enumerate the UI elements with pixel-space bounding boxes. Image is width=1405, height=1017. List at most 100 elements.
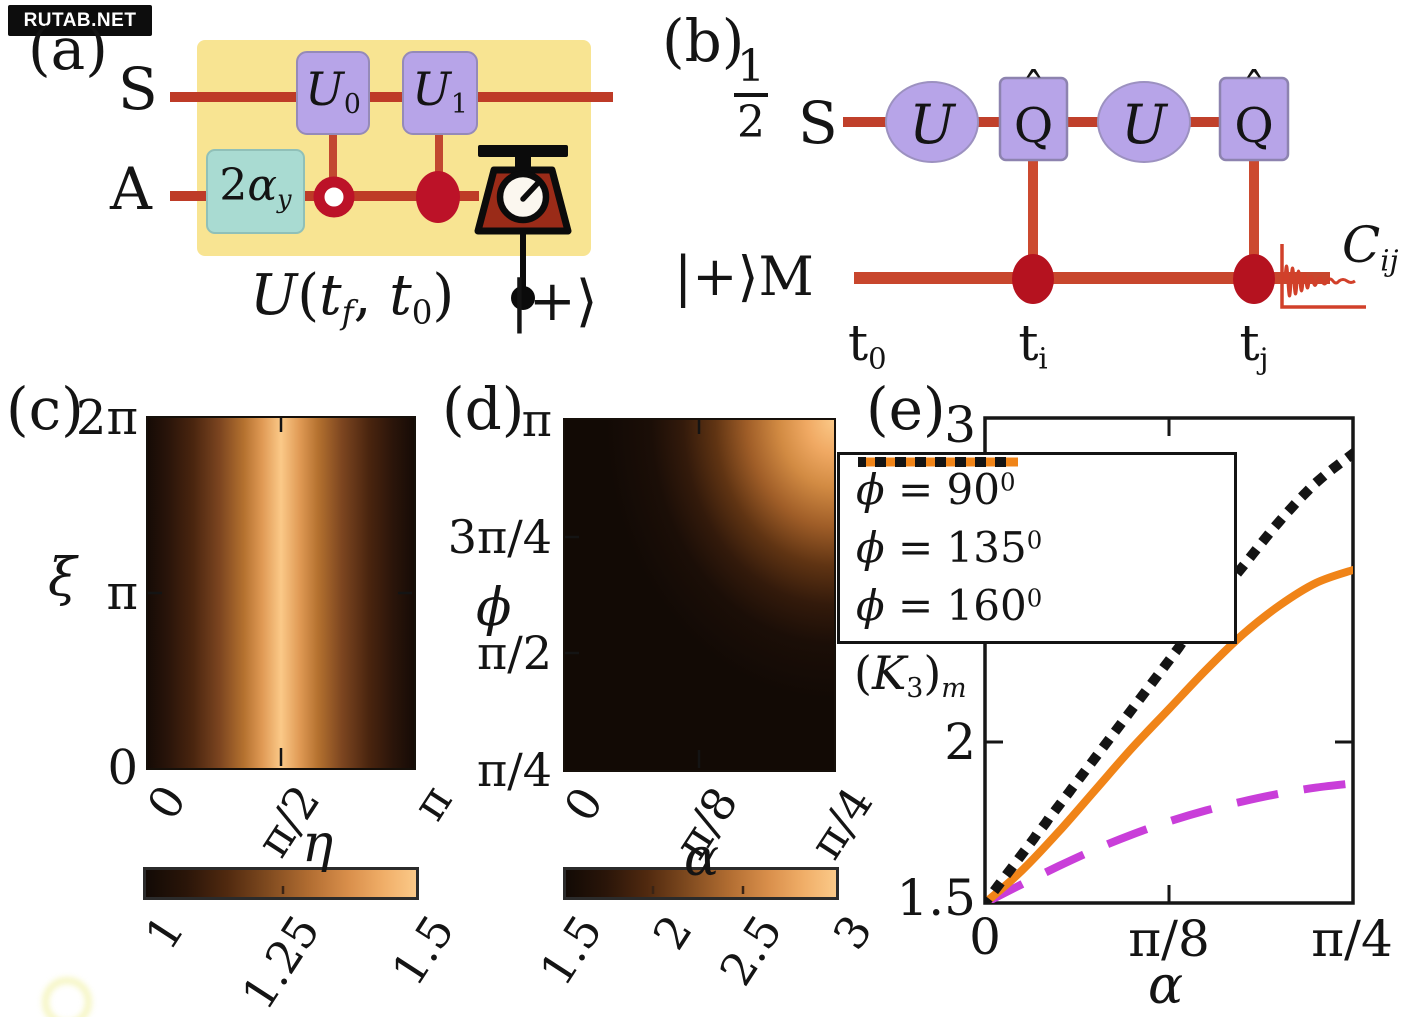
text-run: j xyxy=(1259,341,1269,376)
panel-e-label: (e) xyxy=(866,375,946,443)
open-control-dot xyxy=(313,176,355,218)
colorbar-c xyxy=(143,867,419,900)
text-run: 0 xyxy=(343,89,361,120)
text-run: 2 xyxy=(219,160,248,211)
plus-ket-label-a: |+⟩ xyxy=(510,269,598,334)
time-tj-label: tj xyxy=(1229,318,1279,374)
d-ylabel: ϕ xyxy=(476,578,512,638)
c-ylabel: ξ xyxy=(48,548,77,608)
text-run: U xyxy=(250,263,298,328)
text-run: U xyxy=(1121,93,1167,156)
legend-row-135: ϕ = 1350 xyxy=(840,457,1234,576)
correlation-cij-label: Cij xyxy=(1342,220,1399,276)
wire-a-label: A xyxy=(110,155,152,223)
text-run: M xyxy=(758,245,814,308)
text-run: ϕ xyxy=(856,523,885,572)
text-run: f xyxy=(341,293,354,332)
circuit-a xyxy=(170,40,613,310)
text-run: ij xyxy=(1380,243,1399,278)
heatmap-tick-marks xyxy=(148,418,745,894)
c-ytick-pi: π xyxy=(106,565,138,621)
q-letter: Q xyxy=(1234,98,1274,154)
panel-d-label: (d) xyxy=(442,375,525,443)
text-run: |+⟩ xyxy=(674,245,759,308)
text-run: t xyxy=(389,263,412,328)
text-run: t xyxy=(1239,314,1260,372)
heatmap-c xyxy=(146,416,416,770)
gate-u1-label: U1 xyxy=(403,66,477,119)
faint-ring-artifact xyxy=(42,977,92,1017)
measure-dot-ti xyxy=(1012,254,1054,304)
panel-a-label: (a) xyxy=(28,15,108,83)
gate-q-box-2 xyxy=(1218,76,1290,162)
e-xtick-pi4: π/4 xyxy=(1311,910,1393,968)
text-run: ϕ xyxy=(856,581,885,630)
gate-q-label-1: ˆ Q xyxy=(1000,63,1067,154)
fraction-denominator: 2 xyxy=(737,97,765,149)
text-run: 0 xyxy=(999,467,1016,497)
measurement-scale-icon xyxy=(474,145,572,310)
panel-c-label: (c) xyxy=(6,375,84,443)
time-t0-label: t0 xyxy=(848,318,887,374)
text-run: = 90 xyxy=(884,465,1000,514)
wire-s-label-b: S xyxy=(798,89,838,157)
curve-2 xyxy=(985,447,1353,903)
gate-u0-label: U0 xyxy=(297,66,369,119)
e-ytick-3: 3 xyxy=(944,396,976,454)
text-run: K xyxy=(871,646,907,700)
plot-e-curves xyxy=(985,447,1353,903)
e-ylabel: (K3)m xyxy=(854,650,967,703)
text-run: 1 xyxy=(450,89,468,120)
text-run: 0 xyxy=(1026,525,1043,555)
e-xlabel: α xyxy=(1148,956,1184,1016)
text-run: U xyxy=(305,62,344,116)
text-run: ( xyxy=(854,646,872,700)
gate-u-label-1: U xyxy=(884,98,980,152)
text-run: ) xyxy=(432,263,455,328)
text-run: U xyxy=(909,93,955,156)
text-run: m xyxy=(941,673,967,704)
text-run: y xyxy=(277,184,292,215)
gate-u1-box xyxy=(402,51,478,135)
text-run: t xyxy=(1018,314,1039,372)
panel-b-label: (b) xyxy=(662,7,745,75)
text-run: ϕ xyxy=(856,465,885,514)
text-run: = 160 xyxy=(884,581,1027,630)
legend-label-160: ϕ = 1600 xyxy=(856,585,1042,627)
gate-q-box-1 xyxy=(998,76,1069,162)
gate-2alpha-label: 2αy xyxy=(207,164,304,213)
q-hat-accent: ˆ xyxy=(1242,63,1266,117)
legend-label-90: ϕ = 900 xyxy=(856,469,1015,511)
curve-1 xyxy=(985,565,1353,903)
circuit-b xyxy=(843,76,1366,309)
watermark: RUTAB.NET xyxy=(8,5,152,36)
text-run: C xyxy=(1342,216,1381,274)
gate-q-label-2: ˆ Q xyxy=(1220,63,1288,154)
plot-e-tick-marks xyxy=(985,418,1353,903)
text-run: ) xyxy=(923,646,942,700)
fraction-bar xyxy=(734,93,768,98)
d-ytick-pi: π xyxy=(521,393,552,447)
gate-u0-box xyxy=(296,51,370,135)
text-run: t xyxy=(848,314,869,372)
text-run: U xyxy=(412,62,451,116)
time-ti-label: ti xyxy=(1008,318,1058,374)
m-wire-input-label: |+⟩M xyxy=(674,250,814,304)
measure-dot-tj xyxy=(1233,254,1275,304)
legend-row-160: ϕ = 160 0 xyxy=(840,457,1234,634)
plot-e xyxy=(983,416,1355,905)
d-xlabel: α xyxy=(684,828,720,888)
text-run: ( xyxy=(297,263,320,328)
gate-u-ellipse-2 xyxy=(1097,81,1191,163)
gate-u-ellipse-1 xyxy=(885,81,979,163)
watermark-text: RUTAB.NET xyxy=(23,9,137,31)
text-run: i xyxy=(1038,341,1048,376)
q-hat-accent: ˆ xyxy=(1022,63,1045,117)
identity-over-two-label: 1 2 xyxy=(728,43,774,149)
c-ytick-2pi: 2π xyxy=(75,390,138,446)
q-letter: Q xyxy=(1013,98,1054,154)
colorbar-d xyxy=(563,867,839,900)
legend-label-135: ϕ = 1350 xyxy=(856,527,1042,569)
gate-2alpha-box xyxy=(206,149,305,234)
